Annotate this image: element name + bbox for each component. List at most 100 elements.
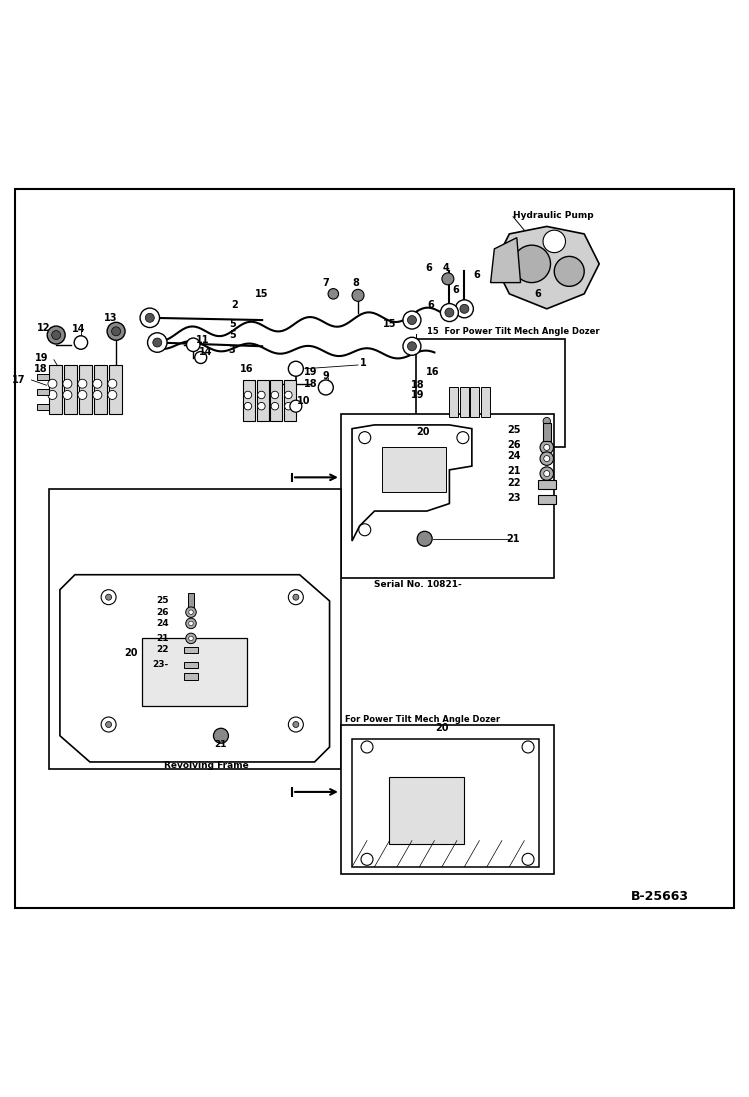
Bar <box>94 365 107 414</box>
Polygon shape <box>142 638 247 705</box>
Circle shape <box>540 467 554 480</box>
Circle shape <box>544 471 550 476</box>
Circle shape <box>78 391 87 399</box>
Circle shape <box>288 590 303 604</box>
Bar <box>449 387 458 418</box>
Circle shape <box>513 245 551 283</box>
Text: 7: 7 <box>322 278 330 287</box>
Circle shape <box>271 403 279 410</box>
Circle shape <box>93 391 102 399</box>
Circle shape <box>107 323 125 340</box>
Circle shape <box>460 304 469 314</box>
Circle shape <box>407 316 416 325</box>
Circle shape <box>106 595 112 600</box>
Circle shape <box>186 633 196 644</box>
Text: 16: 16 <box>240 364 254 374</box>
Circle shape <box>442 273 454 285</box>
Text: 20: 20 <box>124 648 138 658</box>
Polygon shape <box>494 226 599 309</box>
Text: 6: 6 <box>534 289 542 298</box>
Text: 6: 6 <box>425 262 432 273</box>
Text: 24: 24 <box>507 451 521 462</box>
Bar <box>37 374 49 380</box>
Circle shape <box>74 336 88 349</box>
Bar <box>64 365 77 414</box>
Circle shape <box>186 618 196 629</box>
Bar <box>341 414 554 578</box>
Text: 6: 6 <box>427 301 434 310</box>
Text: 25: 25 <box>507 426 521 436</box>
Bar <box>37 389 49 395</box>
Bar <box>416 339 565 448</box>
Text: 20: 20 <box>435 723 449 733</box>
Circle shape <box>48 380 57 388</box>
Bar <box>184 672 198 679</box>
Text: 21: 21 <box>156 634 169 643</box>
Circle shape <box>417 531 432 546</box>
Text: 13: 13 <box>104 313 118 323</box>
Circle shape <box>63 380 72 388</box>
Circle shape <box>540 452 554 465</box>
Bar <box>389 777 464 845</box>
Circle shape <box>482 404 488 409</box>
Circle shape <box>189 621 193 625</box>
Bar <box>109 365 122 414</box>
Circle shape <box>213 728 228 744</box>
Bar <box>37 404 49 410</box>
Circle shape <box>101 590 116 604</box>
Circle shape <box>293 595 299 600</box>
Circle shape <box>455 299 473 318</box>
Bar <box>184 661 198 668</box>
Text: 26: 26 <box>507 440 521 450</box>
Circle shape <box>318 380 333 395</box>
Text: Hydraulic Pump: Hydraulic Pump <box>513 211 594 219</box>
Circle shape <box>352 290 364 302</box>
Polygon shape <box>60 575 330 762</box>
Circle shape <box>148 332 167 352</box>
Circle shape <box>543 418 551 425</box>
Circle shape <box>407 342 416 351</box>
Bar <box>188 593 194 607</box>
Bar <box>184 646 198 654</box>
Bar <box>257 380 269 421</box>
Circle shape <box>108 391 117 399</box>
Bar <box>49 488 341 769</box>
Circle shape <box>93 380 102 388</box>
Circle shape <box>359 523 371 535</box>
Text: 5: 5 <box>228 330 236 340</box>
Text: 19: 19 <box>411 389 425 400</box>
Text: 22: 22 <box>507 477 521 487</box>
Text: 23: 23 <box>507 493 521 502</box>
Bar <box>270 380 282 421</box>
Circle shape <box>145 314 154 323</box>
Circle shape <box>544 444 550 451</box>
Text: 21: 21 <box>506 534 520 544</box>
Circle shape <box>101 717 116 732</box>
Circle shape <box>450 404 456 409</box>
Circle shape <box>461 404 467 409</box>
Circle shape <box>48 391 57 399</box>
Circle shape <box>258 392 265 398</box>
Text: 5: 5 <box>228 319 236 329</box>
Text: 19: 19 <box>304 367 318 377</box>
Circle shape <box>187 338 200 351</box>
Bar <box>382 448 446 493</box>
Circle shape <box>445 308 454 317</box>
Text: 18: 18 <box>411 381 425 391</box>
Bar <box>538 480 556 489</box>
Circle shape <box>189 610 193 614</box>
Circle shape <box>403 337 421 355</box>
Text: 22: 22 <box>156 645 169 654</box>
Polygon shape <box>352 739 539 867</box>
Text: 6: 6 <box>473 270 481 280</box>
Circle shape <box>543 230 565 252</box>
Circle shape <box>359 431 371 443</box>
Text: 14: 14 <box>199 348 213 358</box>
Circle shape <box>288 361 303 376</box>
Text: 10: 10 <box>297 396 310 406</box>
Text: 2: 2 <box>231 301 238 310</box>
Circle shape <box>440 304 458 321</box>
Text: 21: 21 <box>507 466 521 476</box>
Text: 18: 18 <box>304 378 318 388</box>
Text: 12: 12 <box>37 323 50 332</box>
